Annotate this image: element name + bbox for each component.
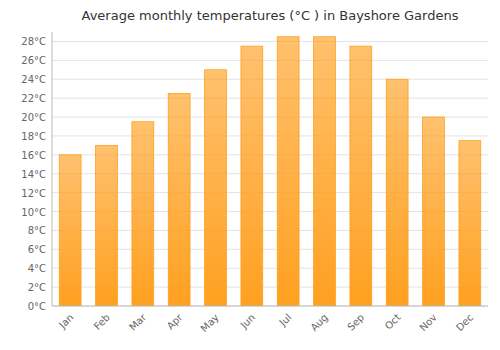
y-tick-label: 10°C [21,207,46,218]
x-tick-label: Mar [127,311,149,333]
y-axis-line [52,32,53,306]
y-tick-label: 8°C [28,225,46,236]
bar [59,155,81,306]
bar [132,122,154,306]
bar [423,117,445,306]
y-tick-label: 6°C [28,244,46,255]
bar [205,70,227,306]
y-tick-label: 22°C [21,93,46,104]
grid-line [52,60,488,61]
y-tick-label: 4°C [28,263,46,274]
x-tick-label: Apr [165,311,186,332]
bar [277,37,299,306]
x-tick-label: Dec [454,312,475,333]
bar [386,79,408,306]
bar [459,141,481,306]
y-tick-label: 14°C [21,169,46,180]
x-tick-label: Jun [238,312,258,332]
y-tick-label: 16°C [21,150,46,161]
x-axis: Jan Feb Mar Apr May Jun Jul Aug Sep Oct Nov Dec [52,306,488,334]
bar [241,46,263,306]
bar [314,37,336,306]
x-tick-label: Jan [56,312,75,331]
grid-line [52,79,488,80]
x-tick-label: Aug [308,312,330,334]
y-axis: 0°C 2°C 4°C 6°C 8°C 10°C 12°C 14°C 16°C 18°C 20°C 2… [21,32,488,312]
y-tick-label: 28°C [21,36,46,47]
y-tick-label: 26°C [21,55,46,66]
chart: Average monthly temperatures (°C ) in Ba… [0,0,500,350]
x-tick-label: Feb [92,312,112,332]
grid-line [52,41,488,42]
x-tick-label: May [199,312,221,334]
bar [96,145,118,306]
bar [168,93,190,306]
bars [59,37,480,306]
grid-line [52,98,488,99]
chart-title: Average monthly temperatures (°C ) in Ba… [82,8,459,23]
y-tick-label: 2°C [28,282,46,293]
y-tick-label: 0°C [28,301,46,312]
x-tick-label: Jul [277,312,294,329]
y-tick-label: 18°C [21,131,46,142]
x-tick-label: Oct [383,312,403,332]
y-tick-label: 20°C [21,112,46,123]
grid-line [52,306,488,307]
y-tick-label: 24°C [21,74,46,85]
x-tick-label: Nov [417,312,439,334]
bar [350,46,372,306]
x-tick-label: Sep [345,312,366,333]
x-axis-line [52,306,488,307]
y-tick-label: 12°C [21,188,46,199]
